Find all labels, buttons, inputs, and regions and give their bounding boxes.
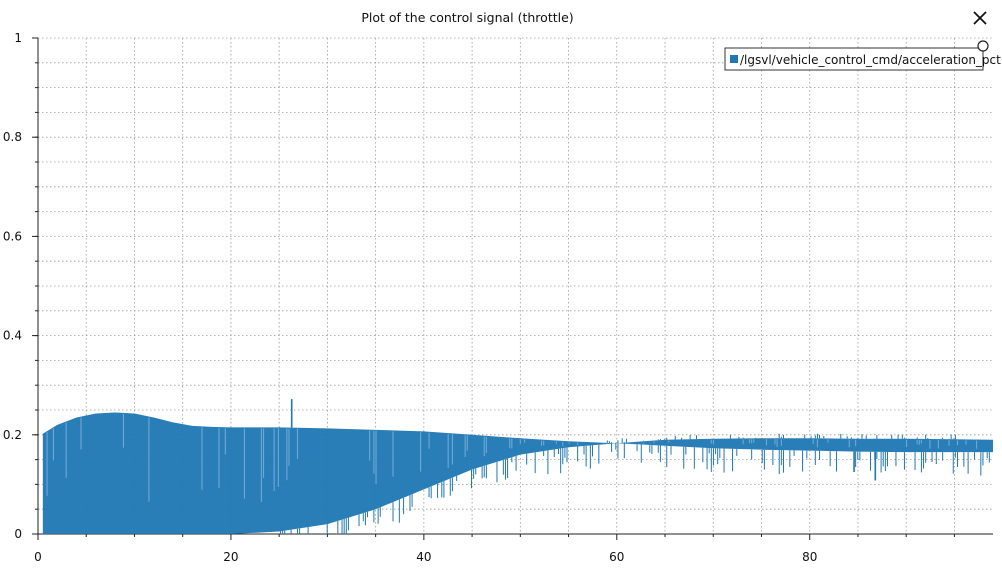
y-tick-label: 0.2 <box>3 428 22 442</box>
x-tick-label: 60 <box>609 550 624 564</box>
plot-area <box>42 399 993 534</box>
y-tick-label: 0 <box>14 527 22 541</box>
chart-title: Plot of the control signal (throttle) <box>361 10 574 25</box>
chart-grid <box>38 37 993 534</box>
x-tick-label: 0 <box>34 550 42 564</box>
legend-swatch <box>730 55 738 63</box>
close-button[interactable] <box>966 4 994 32</box>
y-tick-label: 1 <box>14 31 22 45</box>
y-tick-label: 0.6 <box>3 229 22 243</box>
y-tick-label: 0.4 <box>3 329 22 343</box>
chart-legend[interactable]: /lgsvl/vehicle_control_cmd/acceleration_… <box>724 40 1001 71</box>
x-tick-label: 40 <box>416 550 431 564</box>
legend-resize-handle <box>977 40 989 52</box>
y-tick-label: 0.8 <box>3 130 22 144</box>
x-tick-label: 80 <box>802 550 817 564</box>
close-icon <box>973 11 987 25</box>
legend-box <box>724 47 984 71</box>
x-tick-label: 20 <box>223 550 238 564</box>
legend-label: /lgsvl/vehicle_control_cmd/acceleration_… <box>740 53 1001 67</box>
series-envelope <box>42 412 993 534</box>
